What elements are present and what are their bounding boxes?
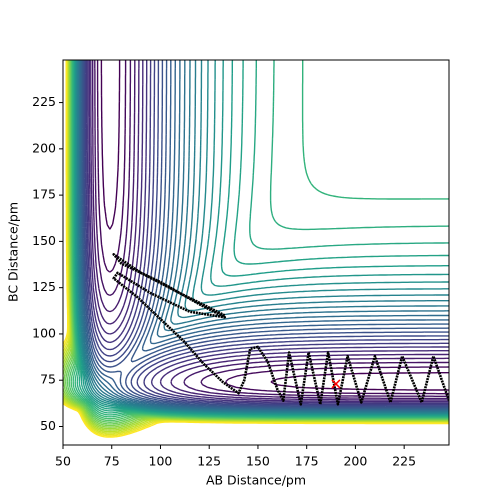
contour-line <box>76 60 449 414</box>
contour-line <box>76 60 449 414</box>
x-tick-label: 75 <box>104 454 120 469</box>
x-axis-label: AB Distance/pm <box>206 473 306 488</box>
x-tick-label: 225 <box>392 454 416 469</box>
contour-line <box>80 60 449 410</box>
contour-line <box>71 60 449 419</box>
contour-line <box>94 60 449 397</box>
contour-line <box>92 60 449 400</box>
trajectory <box>112 253 449 406</box>
y-axis-label: BC Distance/pm <box>6 202 21 302</box>
marker <box>331 379 341 389</box>
contour-line <box>72 60 449 418</box>
contour-line <box>84 60 449 406</box>
contour-line <box>82 60 449 408</box>
y-tick-label: 50 <box>40 418 56 433</box>
contour-line <box>96 60 449 395</box>
axes: 50 75 100 125 150 175 200 225 50 75 100 125 150 175 20… <box>32 94 416 468</box>
y-tick-label: 175 <box>32 187 56 202</box>
x-tick-label: 200 <box>343 454 367 469</box>
contour-line <box>63 60 449 438</box>
contour-line <box>83 60 449 407</box>
x-tick-label: 125 <box>197 454 221 469</box>
contour-line <box>71 60 449 419</box>
contour-line <box>63 60 449 427</box>
contour-line <box>100 60 449 391</box>
x-tick-label: 100 <box>149 454 173 469</box>
y-tick-label: 100 <box>32 325 56 340</box>
x-tick-label: 150 <box>246 454 270 469</box>
y-tick-label: 225 <box>32 94 56 109</box>
contour-line <box>65 60 449 425</box>
contour-layer <box>63 60 449 438</box>
x-tick-label: 175 <box>295 454 319 469</box>
plot-frame <box>62 59 450 446</box>
contour-line <box>79 60 449 412</box>
contour-line <box>90 60 449 401</box>
contour-line <box>87 60 449 404</box>
y-tick-label: 200 <box>32 140 56 155</box>
trajectory-layer <box>112 253 449 406</box>
y-tick-label: 150 <box>32 233 56 248</box>
y-tick-label: 125 <box>32 279 56 294</box>
contour-line <box>81 60 449 409</box>
contour-line <box>85 60 449 405</box>
y-tick-label: 75 <box>40 372 56 387</box>
contour-line <box>88 60 449 403</box>
contour-line <box>79 60 449 411</box>
contour-line <box>70 60 449 420</box>
x-tick-label: 50 <box>55 454 71 469</box>
